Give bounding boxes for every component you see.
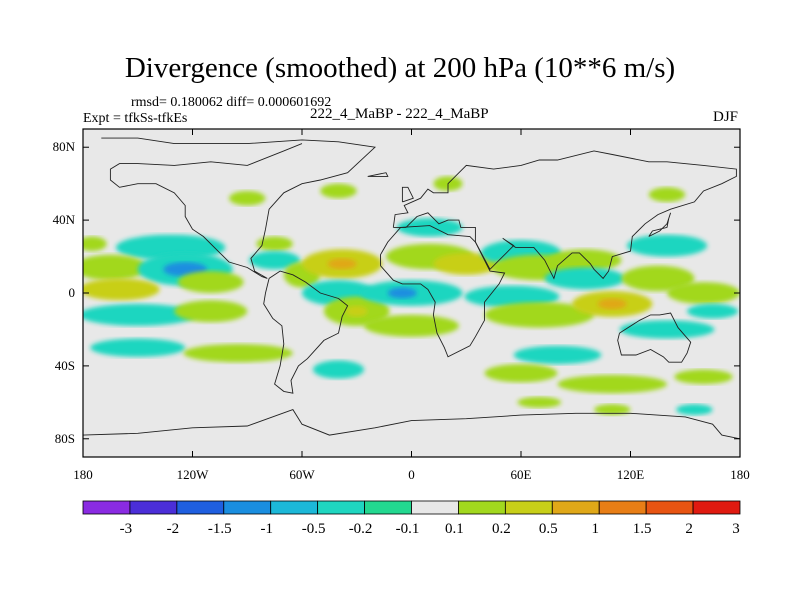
y-tick-label-3: 40S <box>55 358 75 373</box>
colorbar-label-10: 1 <box>591 521 599 537</box>
stats-line: rmsd= 0.180062 diff= 0.000601692 <box>131 95 332 110</box>
field-blob-0 <box>83 236 107 252</box>
field-blob-19 <box>345 305 368 317</box>
colorbar-label-6: -0.1 <box>396 521 420 537</box>
colorbar-label-3: -1 <box>260 521 273 537</box>
field-blob-31 <box>484 302 594 328</box>
colorbar-box-4 <box>270 500 319 515</box>
divergence-field <box>83 176 740 416</box>
field-blob-29 <box>544 267 626 290</box>
case-label: 222_4_MaBP - 222_4_MaBP <box>310 106 489 122</box>
field-blob-10 <box>183 344 293 363</box>
field-blob-49 <box>648 187 686 202</box>
colorbar-box-8 <box>458 500 506 515</box>
field-blob-11 <box>312 360 365 379</box>
field-blob-43 <box>517 396 562 408</box>
colorbar-box-10 <box>551 500 600 515</box>
field-blob-28 <box>548 249 622 272</box>
experiment-label: Expt = tfkSs-tfkEs <box>83 111 188 126</box>
field-blob-48 <box>229 190 266 206</box>
field-blob-12 <box>256 236 293 252</box>
colorbar-box-1 <box>129 500 178 515</box>
colorbar-label-2: -1.5 <box>208 521 232 537</box>
colorbar-label-13: 3 <box>732 521 740 537</box>
coastline-7 <box>367 172 389 177</box>
field-blob-34 <box>621 265 695 292</box>
field-blob-9 <box>90 338 186 357</box>
x-tick-label-4: 60E <box>511 467 532 482</box>
colorbar-box-0 <box>82 500 131 515</box>
colorbar-box-11 <box>598 500 647 515</box>
colorbar-box-3 <box>223 500 272 515</box>
field-blob-41 <box>557 375 667 394</box>
field-blob-39 <box>513 345 602 365</box>
coastline-4 <box>617 312 692 363</box>
field-blob-33 <box>597 298 627 310</box>
colorbar-box-9 <box>504 500 553 515</box>
colorbar-box-2 <box>176 500 225 515</box>
field-blob-5 <box>83 278 160 301</box>
field-blob-45 <box>676 404 713 416</box>
field-blob-16 <box>327 258 357 270</box>
x-tick-label-1: 120W <box>177 467 210 482</box>
field-blob-46 <box>320 183 357 199</box>
y-tick-label-4: 80S <box>55 431 75 446</box>
coastline-1 <box>263 270 349 394</box>
coastline-0 <box>101 137 376 279</box>
coastline-8 <box>648 212 672 237</box>
field-blob-23 <box>396 218 463 237</box>
field-blob-21 <box>387 287 417 299</box>
colorbar-label-8: 0.2 <box>492 521 511 537</box>
colorbar-label-11: 1.5 <box>633 521 652 537</box>
field-blob-44 <box>594 404 631 416</box>
field-blob-22 <box>364 314 459 337</box>
colorbar-label-7: 0.1 <box>445 521 464 537</box>
colorbar-label-9: 0.5 <box>539 521 558 537</box>
field-blob-42 <box>674 369 733 385</box>
colorbar-box-7 <box>411 500 459 515</box>
colorbar-label-12: 2 <box>685 521 693 537</box>
field-blob-6 <box>177 271 244 294</box>
field-blob-36 <box>667 282 740 304</box>
chart-title: Divergence (smoothed) at 200 hPa (10**6 … <box>124 52 676 84</box>
season-label: DJF <box>713 109 739 125</box>
coastline-3 <box>392 150 737 280</box>
field-blob-8 <box>174 300 248 323</box>
field-blob-7 <box>83 303 197 326</box>
coastlines <box>83 137 740 440</box>
colorbar-label-1: -2 <box>167 521 180 537</box>
field-blob-40 <box>484 364 558 383</box>
field-blob-37 <box>687 303 739 319</box>
colorbar-box-13 <box>692 500 741 515</box>
colorbar: -3 -2 -1.5 -1 -0.5 -0.2 -0.1 0.1 0.2 0.5 1 1.5 2 3 <box>82 500 741 537</box>
x-tick-label-3: 0 <box>408 467 415 482</box>
coastline-2 <box>380 225 506 358</box>
field-blob-38 <box>619 320 715 339</box>
colorbar-label-4: -0.5 <box>302 521 326 537</box>
y-tick-label-0: 80N <box>53 139 76 154</box>
colorbar-box-6 <box>364 500 412 515</box>
coastline-5 <box>83 409 740 440</box>
x-tick-label-5: 120E <box>617 467 645 482</box>
colorbar-label-0: -3 <box>120 521 133 537</box>
coastline-6 <box>401 186 414 203</box>
field-blob-2 <box>83 254 147 281</box>
colorbar-box-12 <box>645 500 694 515</box>
field-blob-13 <box>249 251 301 270</box>
y-tick-label-2: 0 <box>69 285 76 300</box>
x-tick-label-6: 180 <box>730 467 750 482</box>
x-tick-label-0: 180 <box>73 467 93 482</box>
axis-ticks: 180 120W 60W 0 60E 120E 180 80N 40N 0 40S 80S <box>53 129 750 482</box>
x-tick-label-2: 60W <box>289 467 315 482</box>
field-blob-35 <box>626 234 708 257</box>
y-tick-label-1: 40N <box>53 212 76 227</box>
colorbar-box-5 <box>317 500 365 515</box>
field-blob-30 <box>464 285 560 308</box>
colorbar-label-5: -0.2 <box>349 521 373 537</box>
field-blob-25 <box>433 252 500 275</box>
